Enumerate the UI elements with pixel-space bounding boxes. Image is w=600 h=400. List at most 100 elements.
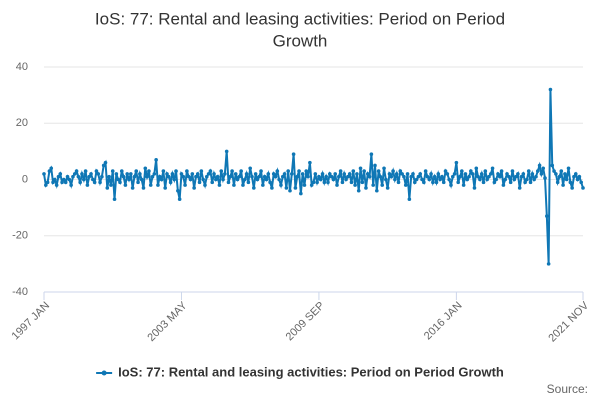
point — [454, 160, 459, 165]
point — [420, 177, 424, 182]
point — [223, 172, 227, 176]
point — [221, 177, 225, 182]
point — [447, 177, 451, 182]
point — [264, 177, 269, 182]
point — [76, 174, 81, 179]
point — [485, 177, 489, 182]
point — [514, 174, 518, 179]
point — [139, 177, 144, 182]
point — [157, 174, 162, 179]
point — [214, 177, 218, 182]
point — [445, 172, 450, 176]
point — [179, 172, 184, 176]
point — [349, 180, 354, 185]
point — [257, 174, 262, 179]
point — [154, 158, 158, 162]
point — [450, 174, 455, 179]
point — [398, 169, 403, 173]
point — [69, 183, 73, 187]
point — [156, 183, 160, 187]
point — [402, 174, 406, 179]
point — [579, 180, 583, 185]
point — [80, 172, 84, 176]
point — [129, 172, 133, 176]
point — [299, 191, 303, 196]
point — [492, 180, 497, 185]
point — [206, 172, 211, 176]
point — [510, 169, 515, 173]
point — [311, 180, 316, 185]
point — [566, 166, 571, 171]
point — [577, 174, 582, 179]
point — [143, 166, 148, 171]
point — [89, 172, 93, 176]
point — [324, 174, 328, 179]
point — [338, 169, 343, 173]
point — [573, 172, 578, 176]
point — [505, 172, 509, 176]
point — [575, 177, 580, 182]
point — [414, 177, 419, 182]
point — [145, 174, 149, 179]
point — [302, 183, 307, 187]
point — [304, 169, 309, 173]
point — [463, 172, 468, 176]
point — [49, 166, 54, 171]
point — [385, 186, 390, 190]
point — [277, 177, 281, 182]
point — [165, 172, 169, 176]
point — [54, 183, 59, 187]
point — [293, 186, 298, 190]
chart-title: Growth — [273, 31, 328, 50]
point — [347, 172, 352, 176]
point — [367, 174, 372, 179]
point — [288, 188, 292, 193]
point — [320, 172, 325, 176]
point — [262, 174, 267, 179]
point — [568, 180, 573, 185]
point — [384, 177, 388, 182]
point — [230, 169, 234, 173]
point — [141, 186, 146, 190]
point — [523, 180, 527, 185]
point — [286, 169, 290, 173]
point — [45, 180, 50, 185]
point — [389, 174, 394, 179]
legend-marker — [101, 370, 107, 376]
point — [282, 172, 287, 176]
point — [279, 183, 283, 187]
point — [525, 177, 529, 182]
point — [266, 172, 271, 176]
point — [289, 172, 294, 176]
point — [233, 172, 238, 176]
point — [331, 177, 336, 182]
point — [405, 172, 410, 176]
point — [318, 177, 323, 182]
point — [396, 180, 401, 185]
point — [244, 172, 249, 176]
point — [309, 183, 314, 187]
point — [342, 172, 347, 176]
x-tick-label: 2016 JAN — [422, 300, 465, 343]
point — [550, 163, 555, 168]
point — [412, 180, 417, 185]
point — [284, 186, 289, 190]
point — [532, 177, 536, 182]
point — [161, 169, 166, 173]
point — [572, 174, 576, 179]
point — [62, 177, 66, 182]
point — [526, 169, 531, 173]
point — [152, 172, 157, 176]
point — [235, 177, 240, 182]
point — [147, 169, 151, 173]
point — [268, 180, 272, 185]
point — [217, 183, 222, 187]
y-tick-label: 0 — [22, 173, 28, 185]
point — [375, 188, 379, 193]
point — [170, 172, 175, 176]
point — [60, 180, 64, 185]
point — [356, 188, 361, 193]
point — [177, 197, 182, 201]
point — [125, 172, 130, 176]
